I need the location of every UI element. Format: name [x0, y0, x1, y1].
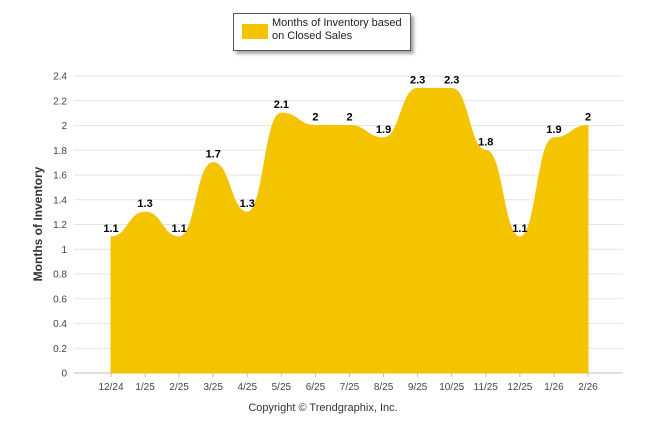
x-tick-label: 5/25: [272, 382, 292, 393]
data-label: 2.3: [444, 74, 459, 86]
x-tick-label: 2/25: [169, 382, 189, 393]
x-tick-label: 3/25: [203, 382, 223, 393]
y-tick-label: 2: [61, 121, 67, 132]
data-label: 1.1: [103, 223, 118, 235]
x-tick-label: 4/25: [238, 382, 258, 393]
legend-swatch: [242, 24, 268, 39]
x-tick-label: 9/25: [408, 382, 428, 393]
x-tick-label: 1/26: [544, 382, 564, 393]
data-label: 2: [346, 112, 352, 124]
data-label: 1.1: [171, 223, 186, 235]
data-labels: 1.1 1.3 1.1 1.7 1.3 2.1 2 2 1.9 2.3 2.3 1.8 1.1 1.9 2: [103, 74, 591, 235]
data-label: 1.8: [478, 136, 493, 148]
data-label: 2.3: [410, 74, 425, 86]
data-label: 2: [585, 112, 591, 124]
y-tick-label: 0.2: [53, 344, 67, 355]
area-fill: [110, 87, 589, 374]
y-tick-label: 1.2: [53, 220, 67, 231]
y-tick-label: 2.2: [53, 96, 67, 107]
y-tick-label: 1: [61, 245, 67, 256]
y-tick-label: 2.4: [53, 72, 67, 83]
data-label: 1.3: [240, 198, 255, 210]
y-tick-label: 0: [61, 369, 67, 380]
y-tick-label: 0.8: [53, 270, 67, 281]
data-label: 1.1: [512, 223, 527, 235]
x-tick-label: 1/25: [135, 382, 155, 393]
x-tick-label: 8/25: [374, 382, 394, 393]
y-tick-label: 0.4: [53, 319, 67, 330]
legend-label: Months of Inventory based on Closed Sale…: [272, 17, 402, 42]
x-tick-label: 6/25: [306, 382, 326, 393]
y-tick-label: 1.6: [53, 171, 67, 182]
data-label: 1.7: [206, 149, 221, 161]
y-axis-tick-labels: 0 0.2 0.4 0.6 0.8 1 1.2 1.4 1.6 1.8 2 2.2 2.4: [53, 72, 67, 380]
data-label: 2: [312, 112, 318, 124]
y-tick-label: 1.4: [53, 195, 67, 206]
x-tick-label: 7/25: [340, 382, 360, 393]
x-axis-tick-labels: 12/24 1/25 2/25 3/25 4/25 5/25 6/25 7/25 8/25 9/2…: [98, 373, 598, 393]
y-tick-label: 1.8: [53, 146, 67, 157]
y-tick-label: 0.6: [53, 294, 67, 305]
data-label: 2.1: [274, 99, 289, 111]
y-axis-label: Months of Inventory: [31, 166, 45, 281]
x-tick-label: 10/25: [439, 382, 464, 393]
data-label: 1.9: [376, 124, 391, 136]
x-tick-label: 12/24: [98, 382, 123, 393]
x-tick-label: 11/25: [474, 382, 499, 393]
x-tick-label: 2/26: [578, 382, 598, 393]
x-tick-label: 12/25: [507, 382, 532, 393]
legend: Months of Inventory based on Closed Sale…: [233, 13, 411, 51]
copyright-text: Copyright © Trendgraphix, Inc.: [248, 402, 398, 414]
area-series: [110, 87, 589, 374]
data-label: 1.3: [137, 198, 152, 210]
data-label: 1.9: [546, 124, 561, 136]
